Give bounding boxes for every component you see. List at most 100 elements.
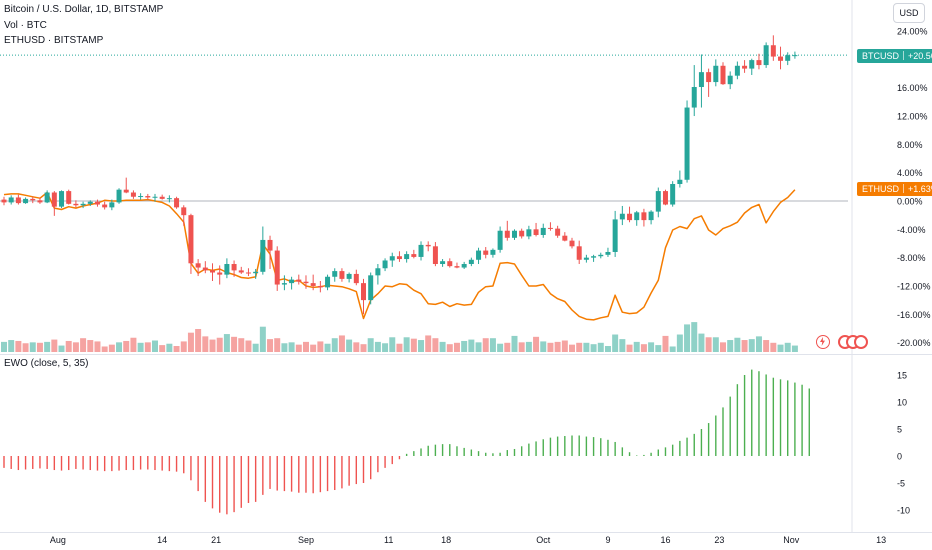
volume-bar bbox=[231, 336, 238, 352]
candle-body bbox=[792, 55, 798, 57]
candle-body bbox=[353, 273, 359, 284]
candle-body bbox=[742, 65, 748, 69]
volume-bar bbox=[583, 342, 590, 352]
candle-body bbox=[634, 212, 640, 221]
volume-bar bbox=[187, 332, 194, 352]
candle-body bbox=[533, 229, 539, 235]
candle-body bbox=[519, 230, 525, 237]
btcusd-price-tag: BTCUSD +20.56% bbox=[857, 49, 932, 63]
volume-bar bbox=[44, 341, 51, 352]
currency-button[interactable]: USD bbox=[893, 3, 925, 23]
candle-body bbox=[303, 281, 309, 284]
price-axis-tick: 0.00% bbox=[897, 197, 923, 207]
volume-bar bbox=[223, 334, 230, 352]
volume-bar bbox=[331, 338, 338, 352]
volume-bar bbox=[259, 326, 266, 352]
volume-bar bbox=[791, 345, 798, 352]
volume-bar bbox=[137, 342, 144, 352]
volume-bar bbox=[504, 342, 511, 352]
ewo-axis-tick: 5 bbox=[897, 425, 902, 435]
ewo-axis-tick: 10 bbox=[897, 398, 907, 408]
volume-bar bbox=[130, 337, 137, 352]
candle-body bbox=[641, 212, 647, 221]
volume-bar bbox=[755, 336, 762, 352]
candle-body bbox=[174, 198, 180, 208]
volume-bar bbox=[727, 340, 734, 352]
volume-bar bbox=[324, 343, 331, 352]
candle-body bbox=[289, 279, 295, 284]
volume-bar bbox=[425, 335, 432, 352]
price-axis-tick: -20.00% bbox=[897, 338, 931, 348]
volume-bar bbox=[612, 334, 619, 352]
volume-bar bbox=[511, 335, 518, 352]
candle-body bbox=[116, 189, 122, 203]
candle-body bbox=[713, 65, 719, 83]
candle-body bbox=[66, 191, 72, 204]
volume-bar bbox=[748, 339, 755, 352]
volume-bar bbox=[489, 338, 496, 352]
price-axis-tick: 4.00% bbox=[897, 168, 923, 178]
candle-body bbox=[368, 275, 374, 301]
candle-body bbox=[425, 244, 431, 247]
candle-body bbox=[44, 192, 50, 203]
candle-body bbox=[181, 207, 187, 216]
candle-body bbox=[756, 60, 762, 66]
volume-bar bbox=[58, 345, 65, 352]
candle-body bbox=[447, 261, 453, 267]
volume-bar bbox=[734, 337, 741, 352]
volume-bar bbox=[87, 340, 94, 352]
legend-main-symbol[interactable]: Bitcoin / U.S. Dollar, 1D, BITSTAMP bbox=[4, 4, 164, 15]
ethusd-tag-value: +1.63% bbox=[908, 184, 932, 194]
candle-body bbox=[152, 196, 158, 198]
candle-body bbox=[109, 202, 115, 208]
event-badge-icon[interactable] bbox=[854, 335, 868, 349]
candle-body bbox=[627, 213, 633, 221]
volume-bar bbox=[662, 335, 669, 352]
price-axis-tick: 24.00% bbox=[897, 27, 928, 37]
candle-body bbox=[94, 201, 100, 205]
time-axis-tick: 21 bbox=[211, 535, 221, 545]
volume-bar bbox=[267, 339, 274, 352]
btcusd-tag-value: +20.56% bbox=[908, 51, 932, 61]
volume-bar bbox=[533, 336, 540, 352]
legend-ewo-indicator[interactable]: EWO (close, 5, 35) bbox=[4, 358, 89, 369]
candle-body bbox=[547, 227, 553, 229]
price-axis-tick: 12.00% bbox=[897, 112, 928, 122]
volume-bar bbox=[676, 334, 683, 352]
volume-bar bbox=[777, 344, 784, 352]
candle-body bbox=[526, 229, 532, 237]
candle-body bbox=[145, 196, 151, 198]
alert-icon[interactable] bbox=[816, 335, 830, 349]
time-axis-tick: 16 bbox=[660, 535, 670, 545]
volume-bar bbox=[705, 337, 712, 352]
volume-bar bbox=[576, 342, 583, 352]
volume-bar bbox=[763, 340, 770, 352]
candle-body bbox=[720, 65, 726, 85]
candle-body bbox=[490, 249, 496, 255]
volume-bar bbox=[712, 337, 719, 352]
legend-volume[interactable]: Vol · BTC bbox=[4, 20, 47, 31]
legend-compare-symbol[interactable]: ETHUSD · BITSTAMP bbox=[4, 35, 104, 46]
candle-body bbox=[30, 198, 36, 201]
candle-body bbox=[576, 246, 582, 260]
candle-body bbox=[245, 272, 251, 274]
candle-body bbox=[605, 251, 611, 255]
volume-bar bbox=[540, 341, 547, 352]
time-axis-tick: 9 bbox=[605, 535, 610, 545]
candle-body bbox=[598, 254, 604, 257]
candle-body bbox=[23, 198, 29, 204]
candle-body bbox=[583, 257, 589, 260]
price-axis-tick: 16.00% bbox=[897, 83, 928, 93]
volume-bar bbox=[29, 342, 36, 352]
volume-bar bbox=[439, 341, 446, 352]
volume-bar bbox=[274, 338, 281, 352]
volume-bar bbox=[245, 340, 252, 352]
candle-body bbox=[404, 254, 410, 260]
time-axis-tick: 13 bbox=[876, 535, 886, 545]
candle-body bbox=[253, 271, 259, 274]
candle-body bbox=[80, 203, 86, 206]
candle-body bbox=[224, 264, 230, 275]
volume-bar bbox=[453, 342, 460, 352]
volume-bar bbox=[374, 341, 381, 352]
